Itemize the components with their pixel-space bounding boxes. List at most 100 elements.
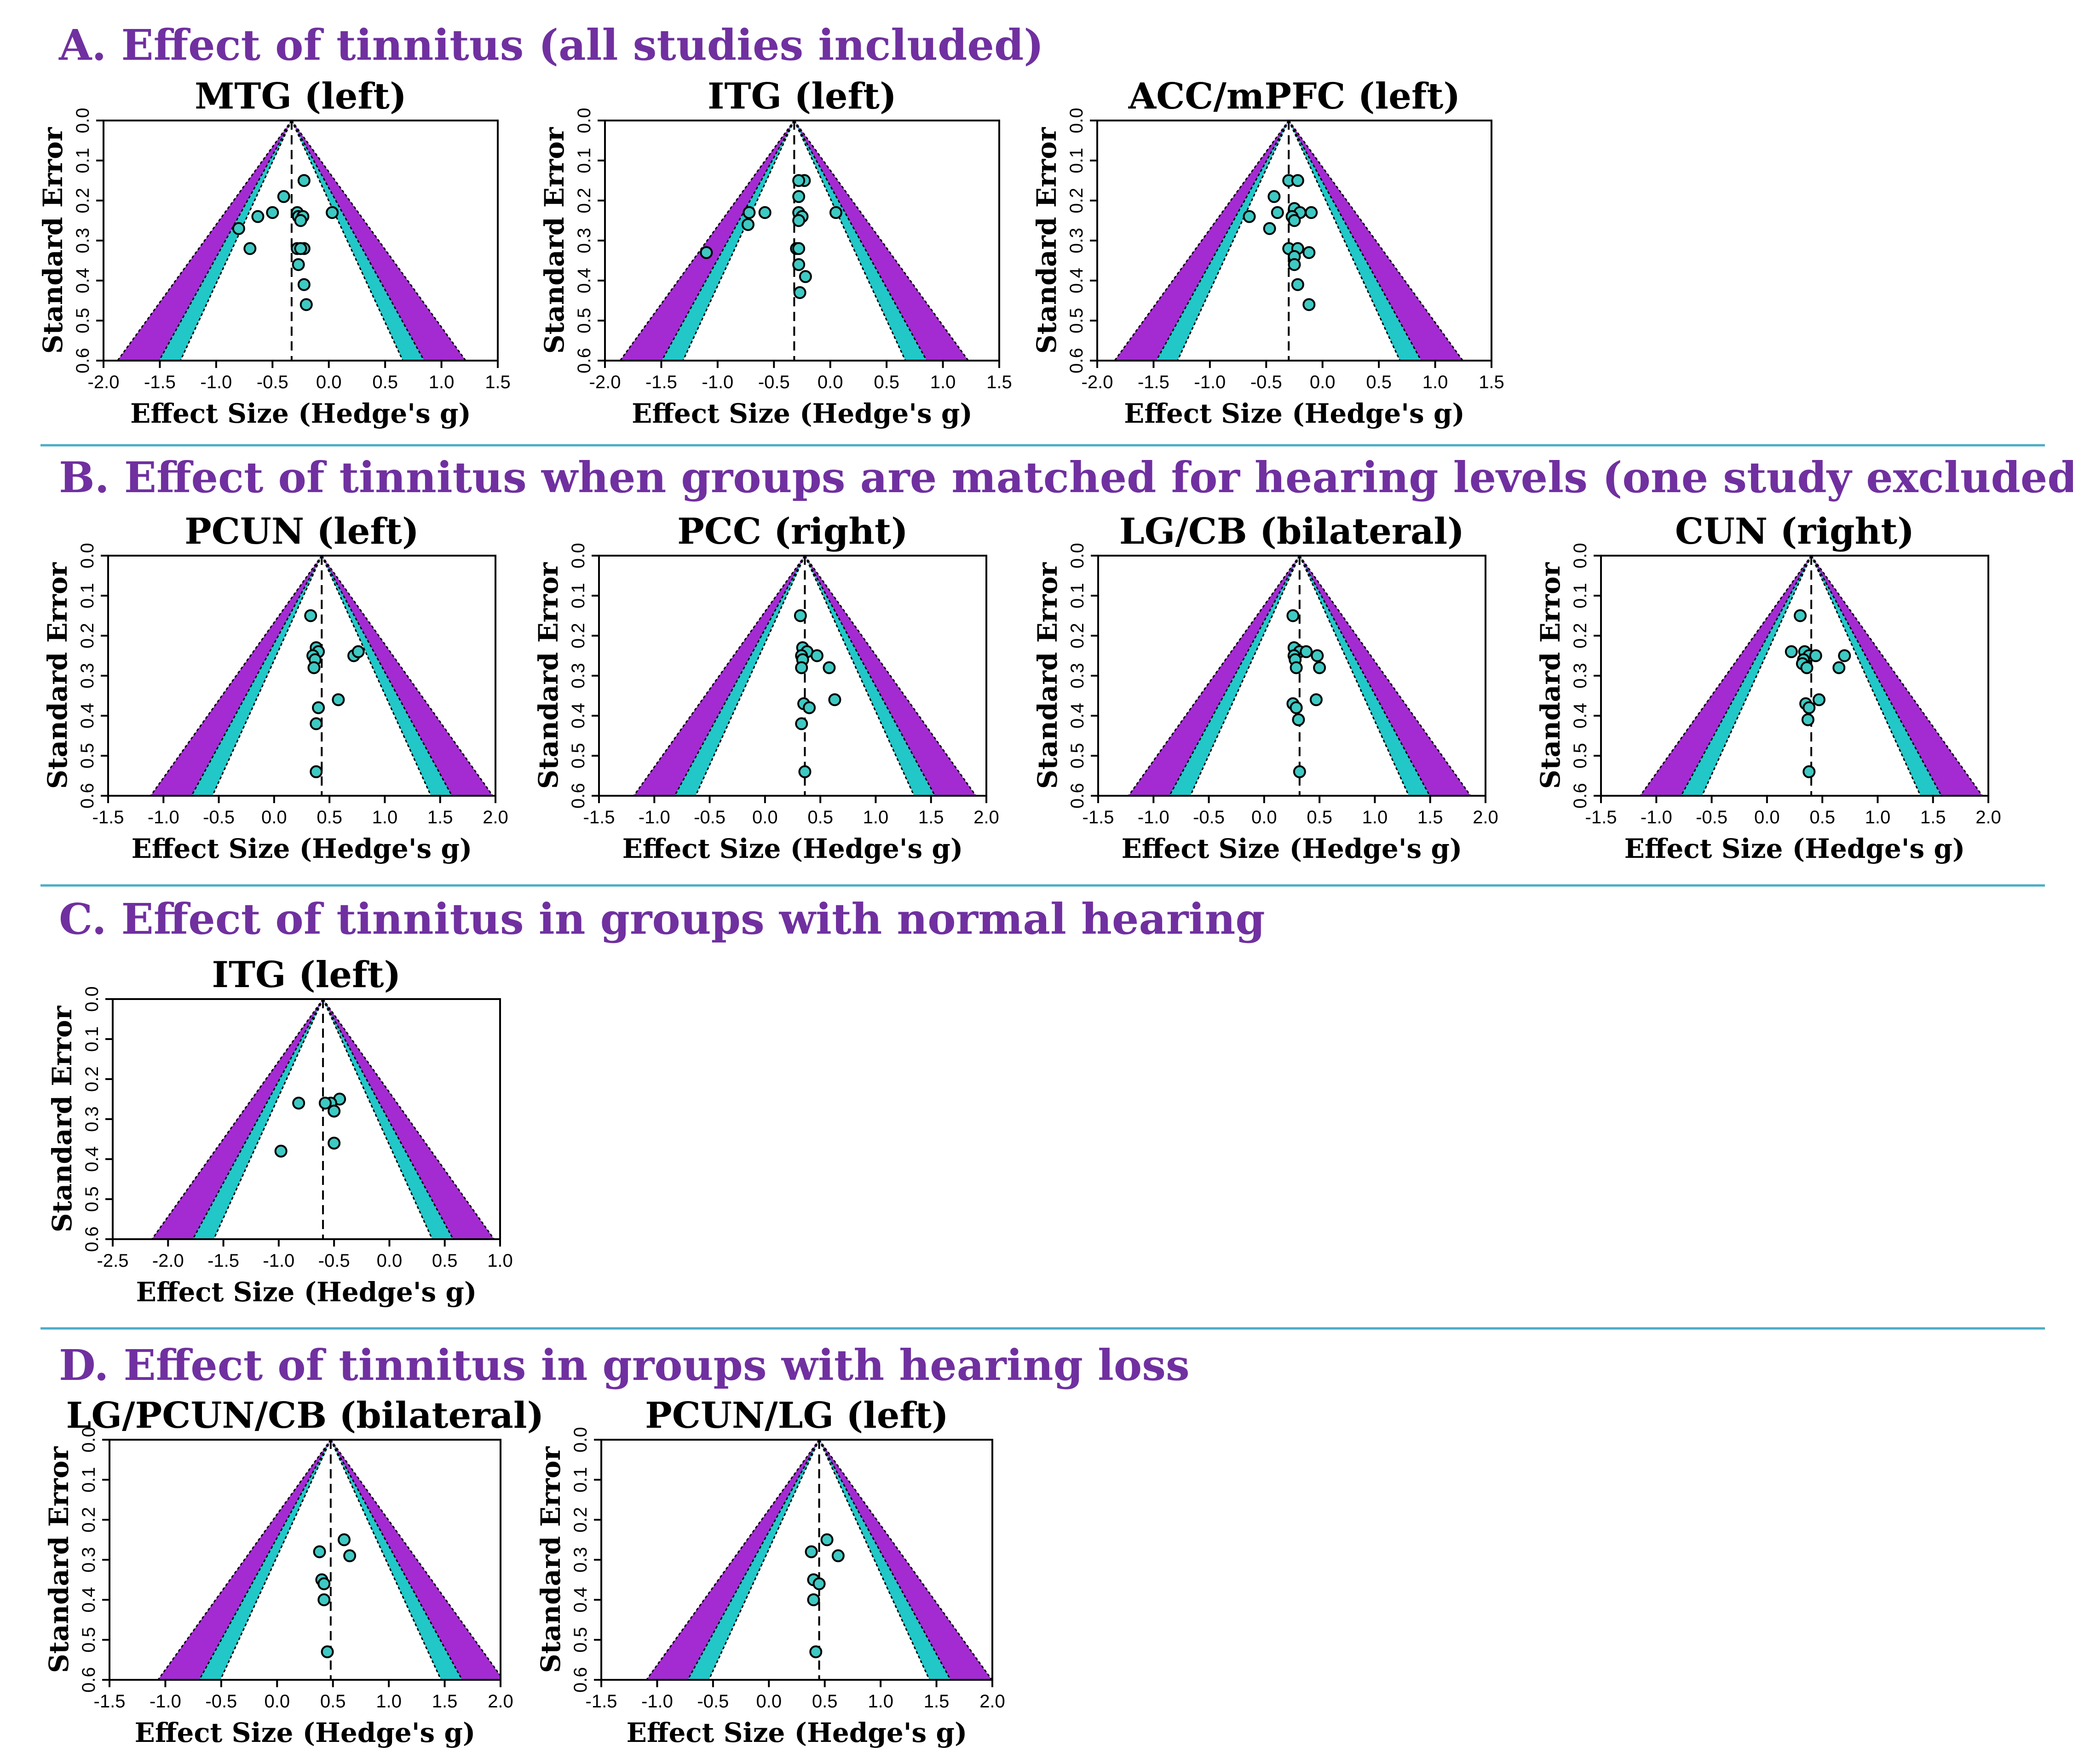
y-tick-label: 0.0 [73, 108, 93, 133]
y-axis-label: Standard Error [535, 1446, 566, 1673]
funnel-contour-line [151, 999, 324, 1239]
study-point [318, 1097, 332, 1110]
section-title: D. Effect of tinnitus in groups with hea… [59, 1340, 1190, 1390]
funnel-contour-line [818, 1440, 951, 1680]
funnel-contour-line [1810, 556, 1921, 796]
x-tick-label: 1.5 [432, 1691, 458, 1712]
y-tick-label: 0.5 [1570, 743, 1590, 769]
y-tick-label: 0.3 [1067, 663, 1088, 689]
x-tick-label: 0.0 [1754, 807, 1780, 827]
study-point [343, 1549, 357, 1563]
band-95-left [159, 121, 292, 361]
study-point [1291, 174, 1304, 187]
study-point [831, 1549, 845, 1563]
study-point [297, 174, 311, 187]
y-tick-label: 0.2 [1066, 188, 1087, 213]
x-tick-label: -1.5 [645, 372, 677, 392]
study-point [1293, 765, 1306, 778]
study-point [794, 609, 807, 622]
funnel-plot: -2.0 -1.5 -1.0 -0.5 0.0 0.5 1.0 1.5 0.0 0.1 0.2 0.3… [37, 75, 511, 429]
y-tick-label: 0.4 [1067, 703, 1088, 729]
y-tick-label: 0.3 [1570, 663, 1590, 689]
plot-title: LG/CB (bilateral) [1119, 511, 1464, 552]
funnel-contour-line [322, 999, 433, 1239]
study-point [310, 765, 323, 778]
y-tick-label: 0.5 [1066, 308, 1087, 333]
study-point [317, 1593, 331, 1606]
y-tick-label: 0.0 [570, 1427, 591, 1453]
x-tick-label: -0.5 [1696, 807, 1728, 827]
x-axis-label: Effect Size (Hedge's g) [132, 833, 472, 864]
y-tick-label: 0.0 [77, 543, 98, 569]
funnel-plot: -1.5 -1.0 -0.5 0.0 0.5 1.0 1.5 2.0 0.0 0.1 0.2 0.3 0… [533, 511, 999, 864]
study-point [274, 1144, 288, 1158]
funnel-contour-line [150, 556, 322, 796]
x-tick-label: 0.0 [1310, 372, 1336, 392]
study-point [792, 190, 806, 203]
study-point [828, 693, 841, 707]
x-tick-label: -1.0 [702, 372, 733, 392]
y-tick-label: 0.1 [73, 148, 93, 173]
x-tick-label: 2.0 [483, 807, 508, 827]
y-tick-label: 0.3 [79, 1547, 99, 1573]
y-tick-label: 0.6 [77, 783, 98, 809]
plot-title: MTG (left) [195, 75, 407, 117]
x-tick-label: 0.5 [320, 1691, 346, 1712]
x-tick-label: -1.5 [1083, 807, 1114, 827]
x-tick-label: 1.5 [1417, 807, 1443, 827]
y-tick-label: 0.6 [570, 1667, 591, 1693]
y-tick-label: 0.6 [1067, 783, 1088, 809]
study-point [1288, 258, 1301, 271]
x-tick-label: -1.0 [1194, 372, 1226, 392]
study-point [1802, 765, 1816, 778]
y-tick-label: 0.2 [79, 1507, 99, 1533]
study-point [294, 242, 307, 255]
study-point [304, 609, 317, 622]
x-tick-label: -1.0 [641, 1691, 673, 1712]
study-point [820, 1533, 834, 1546]
x-tick-label: 1.0 [1362, 807, 1388, 827]
funnel-contour-line [330, 1440, 442, 1680]
plot-title: ACC/mPFC (left) [1128, 75, 1461, 117]
y-tick-label: 0.2 [570, 1507, 591, 1533]
x-tick-label: -0.5 [1193, 807, 1225, 827]
plot-title: PCUN/LG (left) [645, 1395, 949, 1436]
study-point [1290, 701, 1303, 714]
study-point [1302, 298, 1316, 311]
study-point [758, 206, 772, 219]
x-tick-label: -1.0 [263, 1251, 294, 1271]
funnel-contour-line [117, 121, 293, 361]
funnel-contour-line [695, 556, 806, 796]
funnel-plot: -1.5 -1.0 -0.5 0.0 0.5 1.0 1.5 2.0 0.0 0.1 0.2 0.3 0… [535, 1395, 1005, 1748]
y-tick-label: 0.2 [77, 623, 98, 649]
y-tick-label: 0.5 [79, 1627, 99, 1653]
plot-title: PCUN (left) [184, 511, 419, 552]
y-tick-label: 0.5 [1067, 743, 1088, 769]
study-point [809, 1645, 823, 1659]
section-title: B. Effect of tinnitus when groups are ma… [59, 453, 2073, 502]
y-tick-label: 0.6 [574, 348, 594, 373]
funnel-contour-line [794, 121, 969, 361]
x-tick-label: 1.5 [1920, 807, 1946, 827]
funnel-contour-line [1810, 556, 1983, 796]
x-tick-label: 1.5 [427, 807, 453, 827]
y-tick-label: 0.4 [574, 268, 594, 293]
study-point [307, 661, 321, 674]
x-tick-label: 0.5 [807, 807, 833, 827]
y-tick-label: 0.3 [570, 1547, 591, 1573]
funnel-contour-line [1299, 556, 1410, 796]
x-tick-label: 0.0 [752, 807, 778, 827]
study-point [1288, 214, 1301, 227]
study-point [741, 218, 754, 231]
y-axis-label: Standard Error [539, 126, 570, 354]
funnel-contour-line [158, 121, 293, 361]
y-tick-label: 0.0 [82, 986, 102, 1012]
x-tick-label: -1.5 [1585, 807, 1617, 827]
x-tick-label: -0.5 [257, 372, 288, 392]
funnel-contour-line [330, 1440, 501, 1677]
funnel-contour-line [157, 1440, 332, 1680]
y-tick-label: 0.6 [1570, 783, 1590, 809]
funnel-plot: -2.0 -1.5 -1.0 -0.5 0.0 0.5 1.0 1.5 0.0 0.1 0.2 0.3… [1031, 75, 1504, 429]
study-point [1292, 713, 1305, 726]
